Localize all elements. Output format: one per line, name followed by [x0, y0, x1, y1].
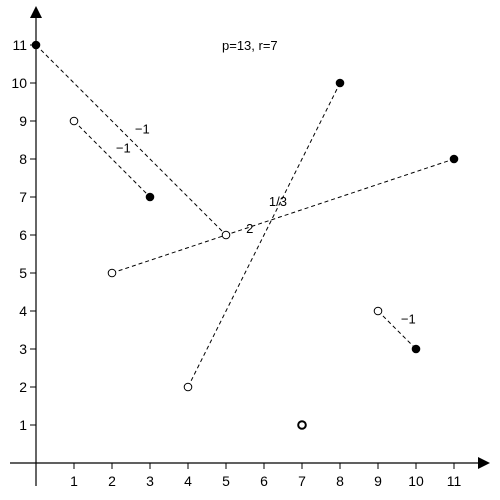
- chart-annotation: p=13, r=7: [222, 38, 278, 53]
- filled-point: [335, 78, 345, 88]
- open-point: [69, 116, 79, 126]
- y-tick-label: 6: [19, 227, 27, 243]
- y-tick-label: 10: [11, 75, 27, 91]
- segment-line: [73, 120, 151, 198]
- x-tick-label: 8: [336, 473, 344, 489]
- x-tick-label: 4: [184, 473, 192, 489]
- segment-slope-label: 1/3: [269, 194, 287, 209]
- y-tick-label: 4: [19, 303, 27, 319]
- x-tick-label: 7: [298, 473, 306, 489]
- segment-slope-label: −1: [401, 312, 416, 327]
- y-tick-label: 7: [19, 189, 27, 205]
- segment-line: [187, 82, 341, 388]
- filled-point: [411, 344, 421, 354]
- open-point: [221, 230, 231, 240]
- segment-line: [35, 44, 227, 236]
- y-tick-label: 8: [19, 151, 27, 167]
- x-tick-label: 10: [408, 473, 424, 489]
- segment-slope-label: −1: [116, 141, 131, 156]
- filled-point: [449, 154, 459, 164]
- y-tick-label: 1: [19, 417, 27, 433]
- x-tick-label: 5: [222, 473, 230, 489]
- x-tick-label: 1: [70, 473, 78, 489]
- points-layer: [31, 40, 459, 430]
- segment-line: [377, 310, 417, 350]
- x-tick-label: 3: [146, 473, 154, 489]
- filled-point: [31, 40, 41, 50]
- open-point: [107, 268, 117, 278]
- axes-layer: [10, 6, 490, 486]
- x-tick-label: 2: [108, 473, 116, 489]
- y-tick-label: 5: [19, 265, 27, 281]
- segment-slope-label: −1: [135, 122, 150, 137]
- segments-layer: [35, 44, 455, 388]
- x-tick-label: 11: [447, 473, 462, 489]
- y-tick-label: 9: [19, 113, 27, 129]
- open-point: [373, 306, 383, 316]
- open-point-bold: [297, 420, 307, 430]
- open-point: [183, 382, 193, 392]
- y-tick-label: 11: [12, 37, 27, 53]
- segment-line: [111, 158, 455, 274]
- segment-labels-layer: −1 −1 1/3 2 −1: [116, 122, 416, 327]
- filled-point: [145, 192, 155, 202]
- y-tick-label: 3: [19, 341, 27, 357]
- x-tick-label: 6: [260, 473, 268, 489]
- y-tick-label: 2: [19, 379, 27, 395]
- x-tick-label: 9: [374, 473, 382, 489]
- segment-slope-label: 2: [246, 221, 253, 236]
